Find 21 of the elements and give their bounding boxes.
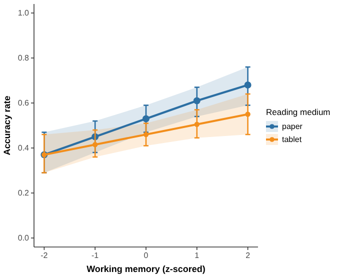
- y-tick-label: 0.8: [18, 54, 30, 63]
- x-tick-label: -2: [40, 251, 48, 260]
- y-tick-label: 0.0: [18, 234, 30, 243]
- legend-title: Reading medium: [266, 107, 330, 117]
- point: [244, 82, 252, 88]
- legend-label: tablet: [282, 135, 302, 144]
- y-tick-label: 0.2: [18, 188, 30, 198]
- legend-label: paper: [282, 122, 303, 132]
- x-axis-title: Working memory (z-scored): [86, 264, 206, 274]
- y-tick-label: 0.6: [18, 98, 30, 108]
- y-axis-title: Accuracy rate: [2, 96, 12, 156]
- x-tick-label: 1: [194, 251, 200, 260]
- point: [194, 122, 200, 127]
- x-tick-label: 0: [144, 251, 149, 260]
- point: [92, 142, 98, 148]
- x-tick-label: -1: [92, 251, 100, 260]
- x-tick-label: 2: [246, 251, 251, 260]
- point: [193, 97, 200, 104]
- y-tick-label: 1.0: [18, 8, 30, 18]
- y-tick-label: 0.4: [18, 144, 30, 153]
- point: [245, 112, 250, 117]
